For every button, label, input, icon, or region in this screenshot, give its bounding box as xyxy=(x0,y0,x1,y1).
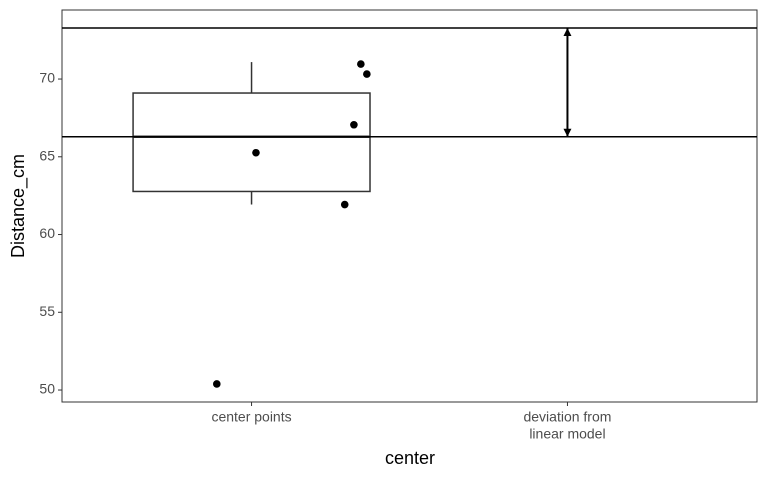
box xyxy=(132,92,371,193)
y-tick-label: 60 xyxy=(39,225,55,241)
point xyxy=(363,70,371,78)
point xyxy=(252,148,260,157)
point xyxy=(350,120,358,129)
y-axis-title: Distance_cm xyxy=(8,154,29,258)
x-tick-label: center points xyxy=(211,409,291,425)
y-tick-label: 65 xyxy=(39,147,55,163)
y-tick-label: 70 xyxy=(39,70,55,86)
x-tick-label: linear model xyxy=(529,426,605,442)
y-tick-label: 50 xyxy=(39,381,55,397)
x-tick-label: deviation from xyxy=(523,409,611,425)
x-axis-title: center xyxy=(385,448,435,468)
y-tick-label: 55 xyxy=(39,303,55,319)
point xyxy=(212,380,221,388)
point xyxy=(340,200,349,209)
panel xyxy=(61,9,758,403)
point xyxy=(357,60,365,68)
